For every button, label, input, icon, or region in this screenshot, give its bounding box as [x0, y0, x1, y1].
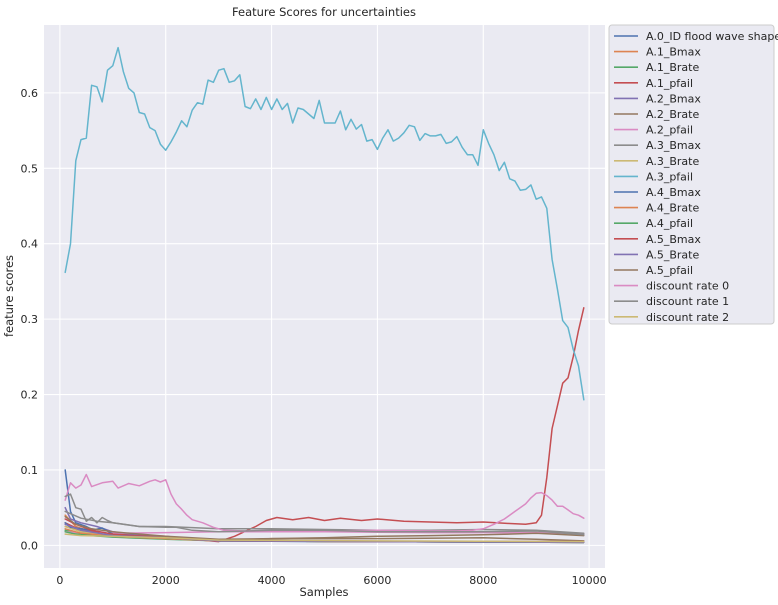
y-tick-label: 0.1 — [21, 464, 39, 477]
legend-label-discount-rate-0: discount rate 0 — [646, 280, 729, 293]
legend-label-a-5-bmax: A.5_Bmax — [646, 233, 701, 246]
plot-background — [44, 25, 605, 568]
legend-label-a-3-pfail: A.3_pfail — [646, 170, 693, 183]
legend-label-discount-rate-2: discount rate 2 — [646, 311, 729, 324]
series-line-a-5-pfail — [64, 515, 585, 541]
x-tick-labels: 0 2000 4000 6000 8000 10000 — [56, 574, 606, 587]
y-tick-label: 0.5 — [21, 162, 39, 175]
legend-label-a-4-bmax: A.4_Bmax — [646, 186, 701, 199]
legend: A.0_ID flood wave shape A.1_Bmax A.1_Brate… — [608, 24, 778, 325]
series-line-discount-rate-2 — [64, 533, 585, 543]
legend-label-a-5-pfail: A.5_pfail — [646, 264, 693, 277]
legend-label-a-2-bmax: A.2_Bmax — [646, 92, 701, 105]
y-tick-label: 0.6 — [21, 87, 39, 100]
legend-label-a-5-brate: A.5_Brate — [646, 248, 699, 261]
legend-box — [608, 24, 775, 325]
y-tick-label: 0.0 — [21, 539, 39, 552]
y-axis-label: feature scores — [2, 255, 16, 337]
legend-label-discount-rate-1: discount rate 1 — [646, 295, 729, 308]
x-tick-label: 0 — [56, 574, 63, 587]
legend-label-a-3-bmax: A.3_Bmax — [646, 139, 701, 152]
legend-label-a-1-pfail: A.1_pfail — [646, 77, 693, 90]
legend-label-a-1-bmax: A.1_Bmax — [646, 46, 701, 59]
series-line-a-3-pfail — [64, 46, 585, 401]
y-tick-label: 0.3 — [21, 313, 39, 326]
x-tick-label: 4000 — [258, 574, 286, 587]
legend-label-a-3-brate: A.3_Brate — [646, 155, 699, 168]
x-tick-label: 10000 — [572, 574, 607, 587]
legend-label-a-2-brate: A.2_Brate — [646, 108, 699, 121]
legend-label-a-4-brate: A.4_Brate — [646, 202, 699, 215]
x-tick-label: 2000 — [152, 574, 180, 587]
chart-title: Feature Scores for uncertainties — [232, 5, 416, 19]
series-lines — [64, 46, 585, 544]
x-tick-label: 6000 — [363, 574, 391, 587]
y-tick-label: 0.2 — [21, 389, 39, 402]
legend-label-a-2-pfail: A.2_pfail — [646, 124, 693, 137]
legend-label-a-0-id-flood-wave-shape: A.0_ID flood wave shape — [646, 30, 778, 43]
x-tick-label: 8000 — [469, 574, 497, 587]
legend-label-a-4-pfail: A.4_pfail — [646, 217, 693, 230]
legend-label-a-1-brate: A.1_Brate — [646, 61, 699, 74]
gridlines — [44, 25, 605, 568]
series-line-discount-rate-1 — [64, 493, 585, 536]
y-tick-label: 0.4 — [21, 238, 39, 251]
y-tick-labels: 0.0 0.1 0.2 0.3 0.4 0.5 0.6 — [21, 87, 39, 553]
x-axis-label: Samples — [299, 585, 348, 599]
